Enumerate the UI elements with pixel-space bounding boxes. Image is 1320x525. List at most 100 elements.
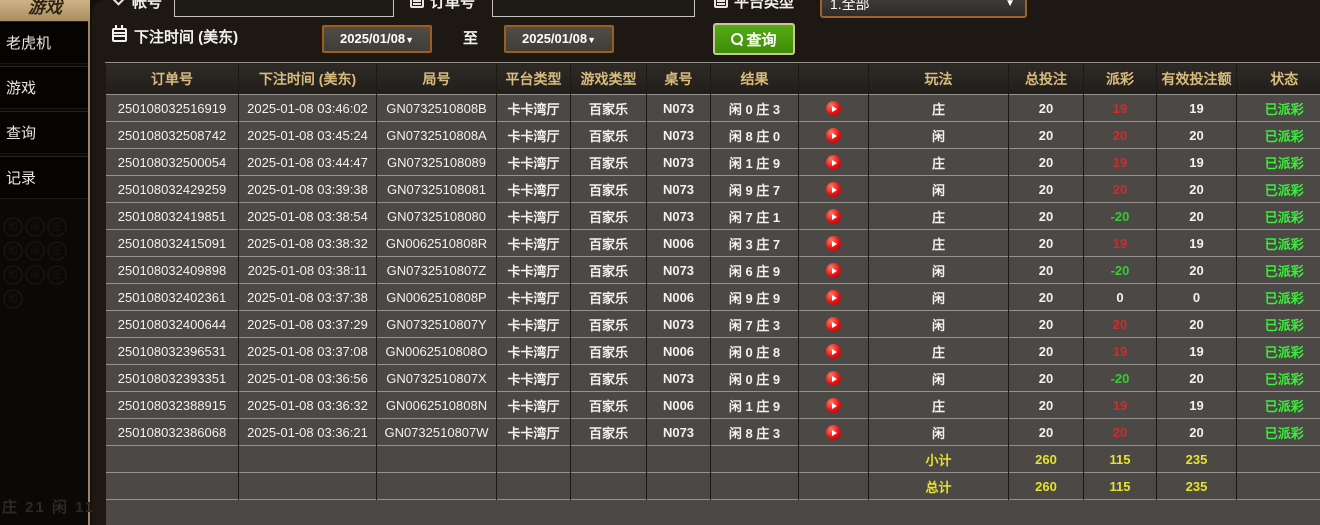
play-video-icon[interactable] [826, 425, 841, 441]
platform-cell: 卡卡湾厅 [496, 337, 571, 365]
play-type-cell: 庄 [868, 94, 1009, 122]
table-number-cell: N006 [646, 229, 711, 257]
total-bet-sum-cell: 260 [1008, 445, 1084, 473]
order-number-cell: 250108032386068 [105, 418, 239, 446]
bet-time-cell: 2025-01-08 03:46:02 [238, 94, 377, 122]
platform-type-value: 1.全部 [830, 0, 870, 12]
play-video-icon[interactable] [826, 344, 841, 360]
game-type-cell: 百家乐 [570, 283, 647, 311]
status-cell: 已派彩 [1236, 283, 1320, 311]
status-cell: 已派彩 [1236, 94, 1320, 122]
play-video-icon[interactable] [826, 398, 841, 414]
sidebar-item-label: 记录 [6, 170, 37, 187]
replay-cell [798, 391, 869, 419]
sidebar-item-0[interactable]: 老虎机 [0, 21, 88, 64]
table-row: 250108032386068 2025-01-08 03:36:21 GN0732… [105, 418, 1320, 446]
round-number-cell: GN0732510808A [376, 121, 497, 149]
coin-icon: 庄 [47, 265, 67, 285]
play-video-icon[interactable] [826, 101, 841, 117]
col-header-8: 玩法 [868, 62, 1009, 95]
round-number-cell: GN07325108080 [376, 202, 497, 230]
order-number-cell: 250108032516919 [105, 94, 239, 122]
result-cell: 闲 6 庄 9 [710, 256, 799, 284]
play-type-cell: 庄 [868, 202, 1009, 230]
round-number-cell: GN0732510807W [376, 418, 497, 446]
col-header-12: 状态 [1236, 62, 1320, 95]
total-bet-cell: 20 [1008, 283, 1084, 311]
empty-cell [798, 472, 869, 500]
sidebar-item-3[interactable]: 记录 [0, 156, 88, 199]
play-video-icon[interactable] [826, 236, 841, 252]
bet-time-cell: 2025-01-08 03:37:29 [238, 310, 377, 338]
empty-filler-row [105, 499, 1320, 525]
account-input[interactable] [174, 0, 394, 17]
play-type-cell: 闲 [868, 310, 1009, 338]
valid-bet-cell: 0 [1156, 283, 1237, 311]
play-type-cell: 闲 [868, 283, 1009, 311]
play-type-cell: 闲 [868, 418, 1009, 446]
order-number-input[interactable] [492, 0, 695, 17]
round-number-cell: GN07325108081 [376, 175, 497, 203]
status-cell: 已派彩 [1236, 418, 1320, 446]
chevron-down-icon: ▼ [1005, 0, 1015, 9]
empty-cell [496, 472, 571, 500]
status-cell: 已派彩 [1236, 310, 1320, 338]
query-button-label: 查询 [746, 31, 777, 49]
empty-cell [105, 472, 239, 500]
valid-bet-cell: 19 [1156, 94, 1237, 122]
platform-type-select[interactable]: 1.全部 ▼ [820, 0, 1027, 18]
total-bet-cell: 20 [1008, 94, 1084, 122]
table-row: 250108032429259 2025-01-08 03:39:38 GN0732… [105, 175, 1320, 203]
play-video-icon[interactable] [826, 155, 841, 171]
order-number-cell: 250108032429259 [105, 175, 239, 203]
payout-cell: -20 [1083, 256, 1157, 284]
play-video-icon[interactable] [826, 128, 841, 144]
col-header-5: 桌号 [646, 62, 711, 95]
play-video-icon[interactable] [826, 182, 841, 198]
total-bet-cell: 20 [1008, 121, 1084, 149]
empty-cell [105, 499, 1320, 525]
play-video-icon[interactable] [826, 263, 841, 279]
result-cell: 闲 0 庄 3 [710, 94, 799, 122]
bet-time-cell: 2025-01-08 03:36:21 [238, 418, 377, 446]
valid-bet-sum-cell: 235 [1156, 445, 1237, 473]
col-header-10: 派彩 [1083, 62, 1157, 95]
sidebar-item-1[interactable]: 游戏 [0, 66, 88, 109]
play-type-cell: 闲 [868, 256, 1009, 284]
empty-cell [238, 472, 377, 500]
background-watermark-text: 庄 21 闲 11 [2, 499, 96, 516]
empty-cell [376, 472, 497, 500]
play-video-icon[interactable] [826, 290, 841, 306]
total-bet-cell: 20 [1008, 391, 1084, 419]
bet-time-cell: 2025-01-08 03:44:47 [238, 148, 377, 176]
total-bet-sum-cell: 260 [1008, 472, 1084, 500]
date-from-picker[interactable]: 2025/01/08▼ [322, 25, 432, 53]
sidebar-item-active-games[interactable]: 游戏 [0, 0, 90, 21]
table-number-cell: N073 [646, 94, 711, 122]
chevron-down-icon: ▼ [587, 35, 596, 45]
order-number-cell: 250108032400644 [105, 310, 239, 338]
account-label: 帐号 [132, 0, 163, 11]
game-type-cell: 百家乐 [570, 94, 647, 122]
sidebar-item-2[interactable]: 查询 [0, 111, 88, 154]
play-video-icon[interactable] [826, 317, 841, 333]
round-number-cell: GN0062510808N [376, 391, 497, 419]
game-type-cell: 百家乐 [570, 418, 647, 446]
play-video-icon[interactable] [826, 371, 841, 387]
date-to-picker[interactable]: 2025/01/08▼ [504, 25, 614, 53]
order-number-label: 订单号 [430, 0, 476, 11]
payout-cell: 19 [1083, 391, 1157, 419]
valid-bet-sum-cell: 235 [1156, 472, 1237, 500]
table-number-cell: N073 [646, 148, 711, 176]
order-number-cell: 250108032402361 [105, 283, 239, 311]
query-button[interactable]: 查询 [713, 23, 795, 55]
empty-cell [710, 472, 799, 500]
play-video-icon[interactable] [826, 209, 841, 225]
replay-cell [798, 121, 869, 149]
round-number-cell: GN0732510807Y [376, 310, 497, 338]
sidebar: 游戏 老虎机 游戏 查询 记录 和闲庄和闲庄和闲庄和 庄 21 闲 11 [0, 0, 93, 525]
round-number-cell: GN0732510808B [376, 94, 497, 122]
valid-bet-cell: 20 [1156, 418, 1237, 446]
order-number-cell: 250108032419851 [105, 202, 239, 230]
platform-cell: 卡卡湾厅 [496, 418, 571, 446]
